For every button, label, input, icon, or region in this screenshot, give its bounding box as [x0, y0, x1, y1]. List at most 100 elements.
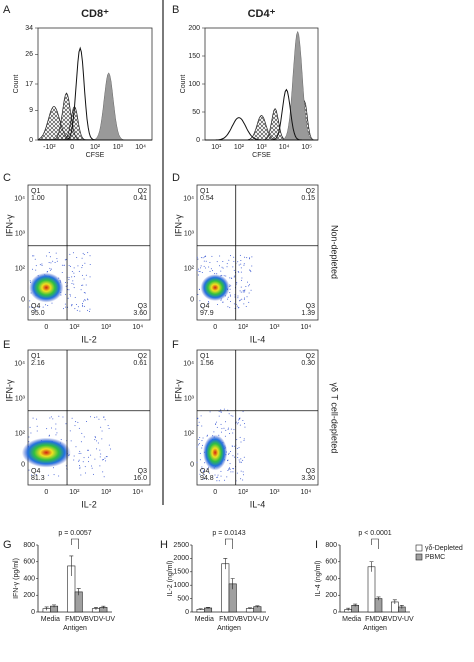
event-dot: [228, 467, 230, 469]
event-dot: [73, 276, 75, 278]
event-dot: [244, 291, 246, 293]
density-cloud: [200, 274, 230, 301]
event-dot: [56, 258, 58, 260]
event-dot: [73, 287, 75, 289]
event-dot: [94, 458, 96, 460]
y-tick-label: 200: [188, 25, 200, 32]
event-dot: [60, 439, 62, 441]
event-dot: [68, 289, 70, 291]
event-dot: [90, 416, 92, 418]
event-dot: [101, 459, 103, 461]
event-dot: [72, 280, 74, 282]
event-dot: [224, 479, 226, 481]
event-dot: [65, 465, 67, 467]
event-dot: [73, 267, 75, 269]
event-dot: [28, 441, 30, 443]
event-dot: [249, 284, 251, 286]
event-dot: [55, 252, 57, 254]
event-dot: [88, 311, 90, 313]
event-dot: [220, 475, 222, 477]
event-dot: [239, 424, 241, 426]
event-dot: [237, 422, 239, 424]
y-tick-label: 1500: [173, 569, 189, 576]
quadrant-value: 16.0: [133, 475, 147, 482]
event-dot: [89, 276, 91, 278]
event-dot: [243, 264, 245, 266]
event-dot: [83, 278, 85, 280]
event-dot: [240, 470, 242, 472]
event-dot: [209, 270, 211, 272]
quadrant-name: Q4: [200, 303, 209, 310]
event-dot: [31, 306, 33, 308]
event-dot: [100, 426, 102, 428]
event-dot: [237, 307, 239, 309]
x-tick-label: 10³: [101, 324, 112, 331]
event-dot: [200, 257, 202, 259]
event-dot: [79, 466, 81, 468]
event-dot: [227, 306, 229, 308]
event-dot: [107, 424, 109, 426]
event-dot: [234, 275, 236, 277]
event-dot: [36, 430, 38, 432]
event-dot: [91, 467, 93, 469]
y-tick-label: 400: [325, 575, 337, 582]
event-dot: [220, 470, 222, 472]
error-bar: [392, 599, 397, 605]
quadrant-value: 3.30: [301, 475, 315, 482]
event-dot: [101, 430, 103, 432]
event-dot: [221, 266, 223, 268]
event-dot: [78, 427, 80, 429]
event-dot: [237, 297, 239, 299]
quadrant-value: 3.60: [133, 310, 147, 317]
annotation: p = 0.0143: [212, 530, 245, 537]
event-dot: [230, 415, 232, 417]
y-tick-label: 10⁴: [14, 195, 25, 202]
event-dot: [202, 437, 204, 439]
quadrant-value: 81.3: [31, 475, 45, 482]
density-cloud: [21, 437, 71, 468]
event-dot: [232, 467, 234, 469]
hatched-peak: [37, 105, 153, 141]
panel-letter: B: [172, 4, 179, 16]
event-dot: [229, 468, 231, 470]
error-bar: [353, 603, 358, 607]
event-dot: [103, 476, 105, 478]
annotation: p = 0.0057: [58, 530, 91, 537]
event-dot: [199, 469, 201, 471]
y-axis-label: IFN-γ: [173, 379, 183, 401]
event-dot: [81, 432, 83, 434]
event-dot: [240, 267, 242, 269]
event-dot: [32, 255, 34, 257]
event-dot: [71, 271, 73, 273]
event-dot: [32, 306, 34, 308]
event-dot: [237, 295, 239, 297]
event-dot: [233, 260, 235, 262]
error-bar: [255, 605, 260, 608]
event-dot: [48, 435, 50, 437]
event-dot: [91, 465, 93, 467]
event-dot: [251, 256, 253, 258]
event-dot: [242, 411, 244, 413]
event-dot: [233, 269, 235, 271]
side-label: γδ T cell-depleted: [330, 383, 340, 454]
event-dot: [226, 266, 228, 268]
event-dot: [241, 298, 243, 300]
y-tick-label: 2000: [173, 555, 189, 562]
event-dot: [79, 465, 81, 467]
x-tick-label: 10⁴: [301, 489, 312, 496]
event-dot: [228, 259, 230, 261]
event-dot: [198, 443, 200, 445]
event-dot: [221, 428, 223, 430]
event-dot: [103, 416, 105, 418]
y-tick-label: 200: [325, 592, 337, 599]
event-dot: [237, 453, 239, 455]
event-dot: [85, 420, 87, 422]
error-bar: [198, 608, 203, 610]
y-tick-label: 0: [333, 609, 337, 616]
event-dot: [69, 294, 71, 296]
event-dot: [70, 440, 72, 442]
event-dot: [85, 284, 87, 286]
event-dot: [31, 474, 33, 476]
event-dot: [216, 426, 218, 428]
quadrant-name: Q4: [31, 468, 40, 475]
